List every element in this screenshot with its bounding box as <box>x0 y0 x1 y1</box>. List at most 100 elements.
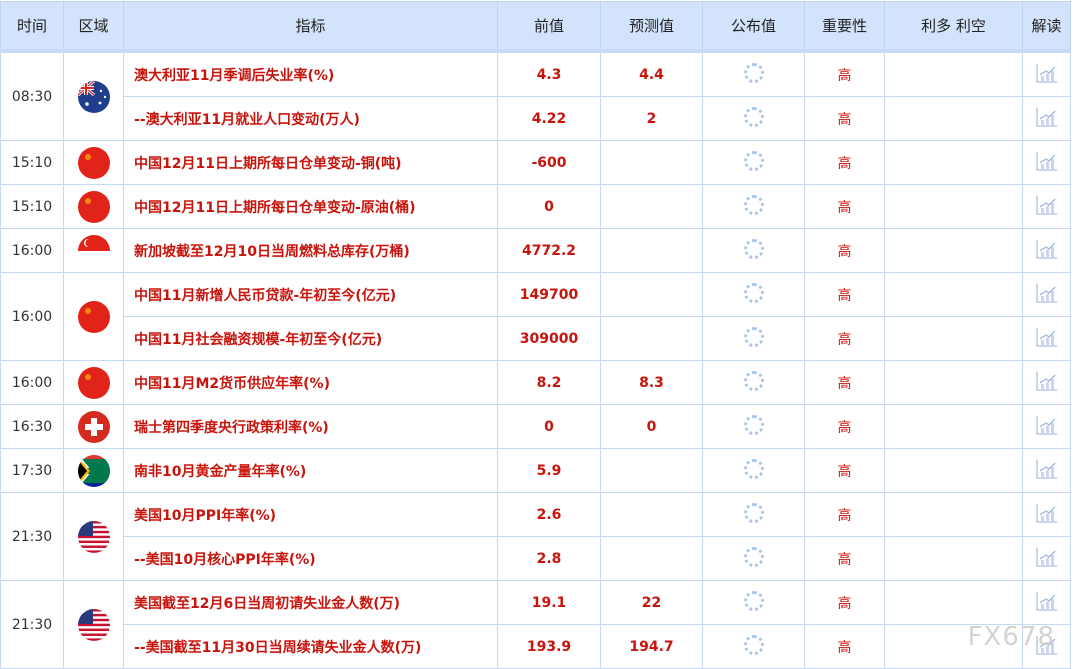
indicator-name[interactable]: 南非10月黄金产量年率(%) <box>123 448 498 493</box>
analysis-cell[interactable] <box>1022 448 1071 493</box>
importance: 高 <box>804 360 885 405</box>
analysis-cell[interactable] <box>1022 404 1071 449</box>
indicator-name[interactable]: 中国12月11日上期所每日仓单变动-铜(吨) <box>123 140 498 185</box>
actual-value <box>702 624 805 669</box>
chart-analysis-icon[interactable] <box>1035 107 1058 127</box>
table-row[interactable]: --美国10月核心PPI年率(%) 2.8 高 <box>1 536 1071 581</box>
bull-bear-cell <box>884 492 1023 537</box>
china-flag-icon <box>77 146 110 179</box>
region-cell <box>63 404 124 449</box>
actual-value <box>702 448 805 493</box>
chart-analysis-icon[interactable] <box>1035 635 1058 655</box>
chart-analysis-icon[interactable] <box>1035 415 1058 435</box>
table-row[interactable]: --美国截至11月30日当周续请失业金人数(万) 193.9 194.7 高 <box>1 624 1071 669</box>
importance: 高 <box>804 492 885 537</box>
actual-value <box>702 184 805 229</box>
table-row[interactable]: 15:10 中国12月11日上期所每日仓单变动-原油(桶) 0 高 <box>0 184 1071 229</box>
time-cell: 21:30 <box>0 580 64 669</box>
table-row[interactable]: 17:30 南非10月黄金产量年率(%) 5.9 高 <box>0 448 1071 493</box>
forecast-value: 194.7 <box>600 624 703 669</box>
table-row[interactable]: 21:30 美国10月PPI年率(%) 2.6 高 <box>0 492 1071 581</box>
table-row[interactable]: --澳大利亚11月就业人口变动(万人) 4.22 2 高 <box>1 96 1071 141</box>
actual-value <box>702 404 805 449</box>
indicator-name[interactable]: 中国11月M2货币供应年率(%) <box>123 360 498 405</box>
chart-analysis-icon[interactable] <box>1035 591 1058 611</box>
header-time: 时间 <box>0 1 64 53</box>
chart-analysis-icon[interactable] <box>1035 459 1058 479</box>
region-cell <box>63 272 124 361</box>
table-row[interactable]: 15:10 中国12月11日上期所每日仓单变动-铜(吨) -600 高 <box>0 140 1071 185</box>
analysis-cell[interactable] <box>1022 272 1071 317</box>
actual-value <box>702 492 805 537</box>
importance: 高 <box>804 50 885 97</box>
chart-analysis-icon[interactable] <box>1035 239 1058 259</box>
bull-bear-cell <box>884 50 1023 97</box>
header-region: 区域 <box>63 1 124 53</box>
importance: 高 <box>804 404 885 449</box>
table-row[interactable]: 16:00 新加坡截至12月10日当周燃料总库存(万桶) 4772.2 高 <box>0 228 1071 273</box>
forecast-value <box>600 492 703 537</box>
analysis-cell[interactable] <box>1022 140 1071 185</box>
region-cell <box>63 228 124 273</box>
loading-spinner-icon <box>743 502 764 523</box>
indicator-name[interactable]: 中国11月新增人民币贷款-年初至今(亿元) <box>123 272 498 317</box>
forecast-value <box>600 140 703 185</box>
table-row[interactable]: 21:30 美国截至12月6日当周初请失业金人数(万) 19.1 22 高 <box>0 580 1071 669</box>
time-cell: 21:30 <box>0 492 64 581</box>
time-cell: 16:00 <box>0 272 64 361</box>
indicator-name[interactable]: 美国10月PPI年率(%) <box>123 492 498 537</box>
indicator-name[interactable]: 美国截至12月6日当周初请失业金人数(万) <box>123 580 498 625</box>
indicator-name[interactable]: 瑞士第四季度央行政策利率(%) <box>123 404 498 449</box>
chart-analysis-icon[interactable] <box>1035 151 1058 171</box>
indicator-name[interactable]: 中国11月社会融资规模-年初至今(亿元) <box>123 316 498 361</box>
analysis-cell[interactable] <box>1022 96 1071 141</box>
region-cell <box>63 184 124 229</box>
region-cell <box>63 50 124 141</box>
previous-value: 0 <box>497 404 601 449</box>
previous-value: 4772.2 <box>497 228 601 273</box>
importance: 高 <box>804 184 885 229</box>
analysis-cell[interactable] <box>1022 624 1071 669</box>
forecast-value: 0 <box>600 404 703 449</box>
analysis-cell[interactable] <box>1022 228 1071 273</box>
chart-analysis-icon[interactable] <box>1035 547 1058 567</box>
forecast-value: 4.4 <box>600 50 703 97</box>
actual-value <box>702 580 805 625</box>
header-forecast: 预测值 <box>600 1 703 53</box>
table-row[interactable]: 16:00 中国11月M2货币供应年率(%) 8.2 8.3 高 <box>0 360 1071 405</box>
bull-bear-cell <box>884 448 1023 493</box>
region-cell <box>63 360 124 405</box>
china-flag-icon <box>77 190 110 223</box>
indicator-name[interactable]: --美国10月核心PPI年率(%) <box>123 536 498 581</box>
indicator-name[interactable]: 澳大利亚11月季调后失业率(%) <box>123 50 498 97</box>
table-row[interactable]: 中国11月社会融资规模-年初至今(亿元) 309000 高 <box>1 316 1071 361</box>
indicator-name[interactable]: --美国截至11月30日当周续请失业金人数(万) <box>123 624 498 669</box>
table-row[interactable]: 16:00 中国11月新增人民币贷款-年初至今(亿元) 149700 高 <box>0 272 1071 361</box>
importance: 高 <box>804 140 885 185</box>
chart-analysis-icon[interactable] <box>1035 371 1058 391</box>
forecast-value: 22 <box>600 580 703 625</box>
analysis-cell[interactable] <box>1022 580 1071 625</box>
indicator-name[interactable]: 新加坡截至12月10日当周燃料总库存(万桶) <box>123 228 498 273</box>
indicator-name[interactable]: 中国12月11日上期所每日仓单变动-原油(桶) <box>123 184 498 229</box>
loading-spinner-icon <box>743 106 764 127</box>
chart-analysis-icon[interactable] <box>1035 195 1058 215</box>
region-cell <box>63 580 124 669</box>
chart-analysis-icon[interactable] <box>1035 503 1058 523</box>
bull-bear-cell <box>884 360 1023 405</box>
china-flag-icon <box>77 366 110 399</box>
analysis-cell[interactable] <box>1022 184 1071 229</box>
analysis-cell[interactable] <box>1022 316 1071 361</box>
indicator-name[interactable]: --澳大利亚11月就业人口变动(万人) <box>123 96 498 141</box>
analysis-cell[interactable] <box>1022 50 1071 97</box>
analysis-cell[interactable] <box>1022 360 1071 405</box>
analysis-cell[interactable] <box>1022 492 1071 537</box>
chart-analysis-icon[interactable] <box>1035 327 1058 347</box>
table-row[interactable]: 08:30 澳大利亚11月季调后失业率(%) 4.3 4.4 高 <box>0 50 1071 141</box>
table-row[interactable]: 16:30 瑞士第四季度央行政策利率(%) 0 0 高 <box>0 404 1071 449</box>
chart-analysis-icon[interactable] <box>1035 283 1058 303</box>
importance: 高 <box>804 96 885 141</box>
chart-analysis-icon[interactable] <box>1035 63 1058 83</box>
loading-spinner-icon <box>743 634 764 655</box>
analysis-cell[interactable] <box>1022 536 1071 581</box>
